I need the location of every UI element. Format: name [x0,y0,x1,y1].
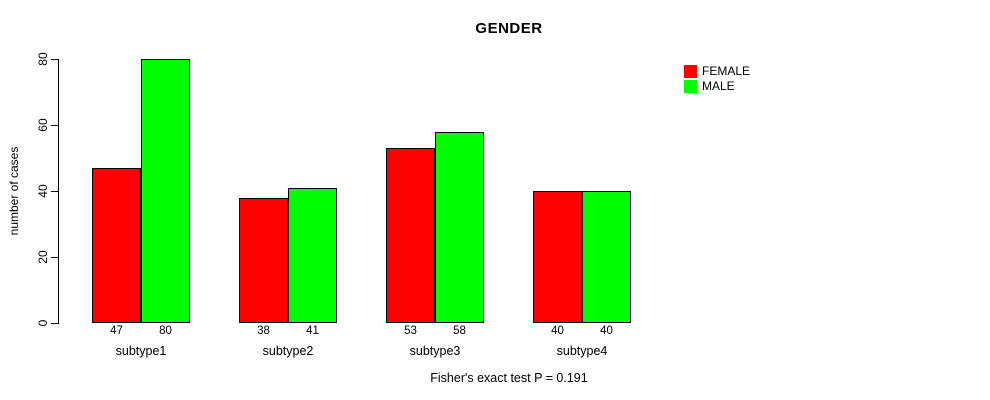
legend-label-male: MALE [702,79,735,93]
y-axis-tick [51,323,58,324]
legend: FEMALE MALE [684,65,750,95]
bar-value-male-subtype3: 58 [453,325,466,337]
bar-value-male-subtype1: 80 [159,325,172,337]
bar-male-subtype4 [582,191,631,323]
bar-value-female-subtype4: 40 [551,325,564,337]
bar-male-subtype3 [435,131,484,323]
y-axis-tick-label: 20 [36,250,50,264]
bar-value-female-subtype1: 47 [110,325,123,337]
annotation-text: Fisher's exact test P = 0.191 [430,371,588,385]
y-axis-tick [51,125,58,126]
bar-male-subtype1 [141,59,190,323]
bar-female-subtype2 [239,197,288,323]
y-axis-tick [51,257,58,258]
bar-value-female-subtype2: 38 [257,325,270,337]
y-axis-tick-label: 80 [36,52,50,66]
bar-value-male-subtype4: 40 [600,325,613,337]
y-axis-tick [51,59,58,60]
y-axis-label: number of cases [7,146,21,236]
bar-female-subtype4 [533,191,582,323]
legend-row-male: MALE [684,80,750,93]
legend-swatch-male [684,80,697,93]
bar-female-subtype1 [92,167,141,323]
category-label-subtype2: subtype2 [262,344,314,358]
bar-male-subtype2 [288,187,337,323]
bar-value-male-subtype2: 41 [306,325,319,337]
legend-label-female: FEMALE [702,64,751,78]
y-axis-tick-label: 60 [36,118,50,132]
bar-value-female-subtype3: 53 [404,325,417,337]
y-axis-tick-label: 40 [36,184,50,198]
chart-title: GENDER [475,20,543,37]
bar-female-subtype3 [386,148,435,323]
category-label-subtype3: subtype3 [409,344,461,358]
legend-swatch-female [684,65,697,78]
y-axis-line [58,59,59,324]
category-label-subtype4: subtype4 [556,344,608,358]
y-axis-tick [51,191,58,192]
category-label-subtype1: subtype1 [115,344,167,358]
legend-row-female: FEMALE [684,65,750,78]
y-axis-tick-label: 0 [36,319,50,327]
